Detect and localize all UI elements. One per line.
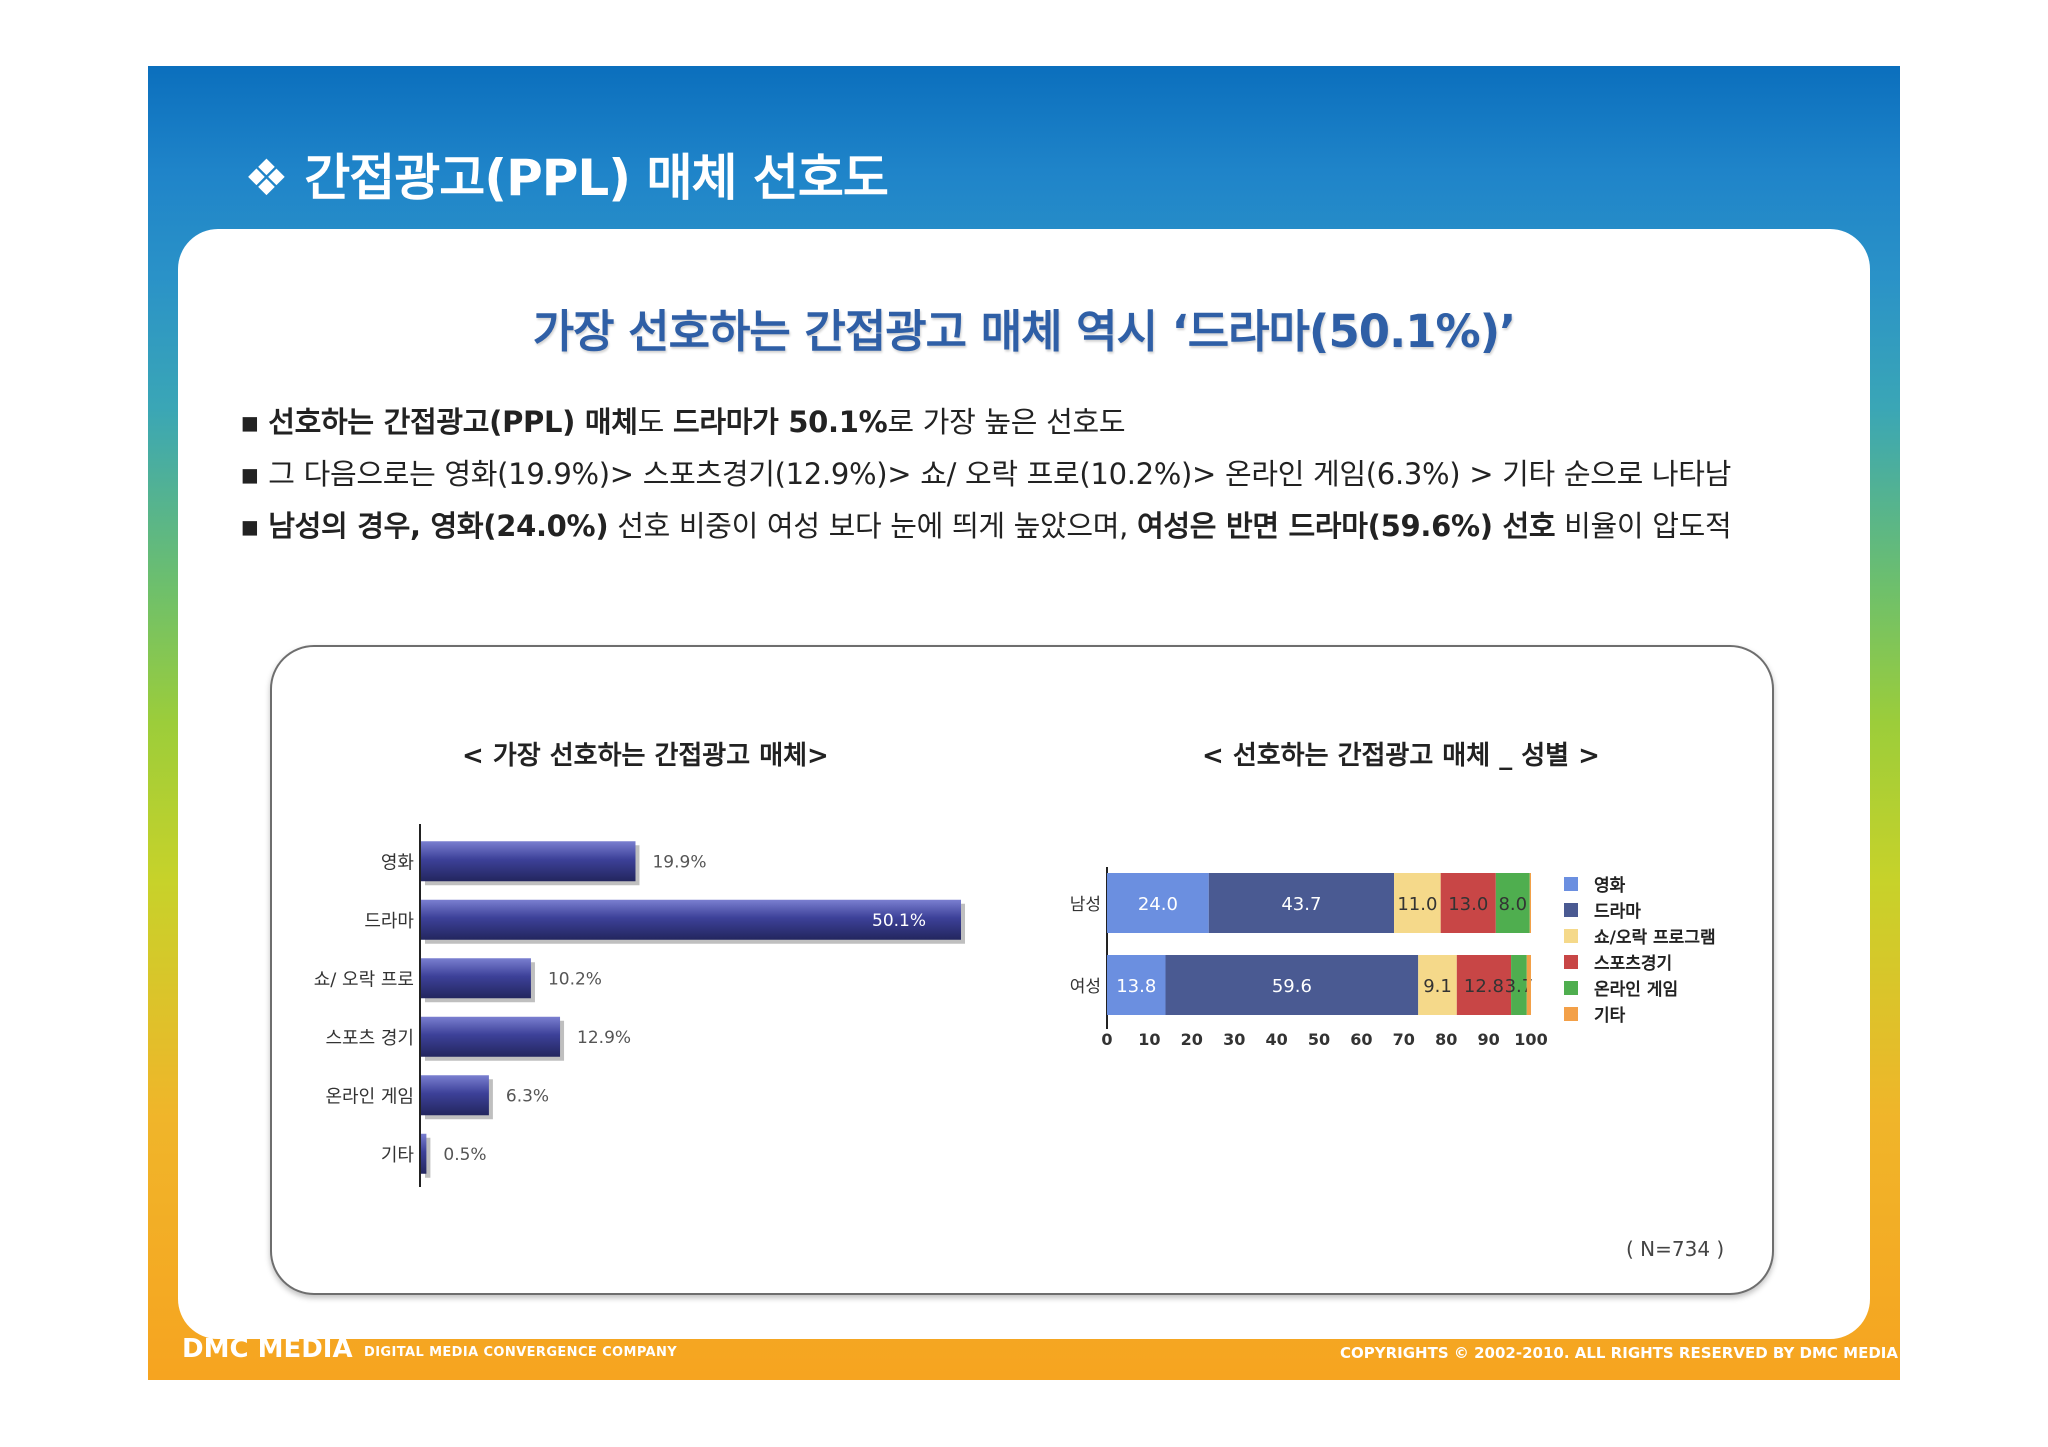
bullet-marker: ▪ bbox=[240, 405, 269, 439]
stacked-segment bbox=[1456, 955, 1512, 1015]
bullet-item: ▪ 그 다음으로는 영화(19.9%)> 스포츠경기(12.9%)> 쇼/ 오락… bbox=[240, 451, 1731, 493]
bullet-text: 여성은 반면 드라마(59.6%) 선호 bbox=[1137, 509, 1556, 543]
stacked-segment bbox=[1511, 955, 1527, 1015]
bar bbox=[421, 1075, 489, 1116]
category-label: 스포츠 경기 bbox=[325, 1028, 414, 1049]
stacked-segment bbox=[1526, 955, 1531, 1015]
value-label: 0.5% bbox=[443, 1145, 486, 1165]
x-tick-label: 80 bbox=[1435, 1030, 1457, 1049]
stacked-segment bbox=[1107, 873, 1209, 933]
segment-label: 43.7 bbox=[1281, 894, 1321, 915]
value-label: 10.2% bbox=[548, 969, 602, 989]
footer-logo: DMC MEDIA bbox=[182, 1334, 353, 1364]
category-label: 온라인 게임 bbox=[325, 1086, 414, 1107]
bullet-text: 선호하는 간접광고(PPL) 매체 bbox=[268, 405, 638, 439]
stacked-segment bbox=[1418, 955, 1457, 1015]
x-tick-label: 0 bbox=[1101, 1030, 1112, 1049]
bar bbox=[421, 1016, 561, 1057]
stacked-segment bbox=[1529, 873, 1531, 933]
category-label: 기타 bbox=[381, 1145, 415, 1166]
x-tick-label: 50 bbox=[1308, 1030, 1330, 1049]
bar bbox=[421, 899, 961, 940]
x-tick-label: 70 bbox=[1393, 1030, 1415, 1049]
sample-size-note: ( N=734 ) bbox=[1626, 1237, 1725, 1261]
legend-swatch bbox=[1564, 955, 1578, 969]
legend-swatch bbox=[1564, 929, 1578, 943]
gender-label: 남성 bbox=[1070, 895, 1101, 915]
segment-label: 13.8 bbox=[1116, 976, 1156, 997]
legend-label: 쇼/오락 프로그램 bbox=[1594, 928, 1716, 948]
bullet-text: 도 bbox=[637, 405, 673, 439]
footer-tagline: DIGITAL MEDIA CONVERGENCE COMPANY bbox=[364, 1345, 678, 1360]
segment-label: 11.0 bbox=[1397, 894, 1437, 915]
bullet-text: 드라마가 50.1% bbox=[672, 405, 888, 439]
bar-shadow bbox=[425, 1137, 431, 1178]
segment-label: 12.8 bbox=[1464, 976, 1504, 997]
legend-swatch bbox=[1564, 981, 1578, 995]
bar bbox=[421, 958, 531, 999]
bullet-marker: ▪ bbox=[240, 509, 269, 543]
x-tick-label: 60 bbox=[1350, 1030, 1372, 1049]
bullet-item: ▪ 선호하는 간접광고(PPL) 매체도 드라마가 50.1%로 가장 높은 선… bbox=[240, 399, 1126, 441]
x-tick-label: 90 bbox=[1477, 1030, 1499, 1049]
slide-background: ❖ 간접광고(PPL) 매체 선호도 가장 선호하는 간접광고 매체 역시 ‘드… bbox=[148, 66, 1900, 1380]
stacked-segment bbox=[1440, 873, 1496, 933]
bar bbox=[421, 1133, 427, 1174]
content-panel: 가장 선호하는 간접광고 매체 역시 ‘드라마(50.1%)’ ▪ 선호하는 간… bbox=[178, 229, 1870, 1339]
segment-label: 9.1 bbox=[1423, 976, 1452, 997]
segment-label: 3.7 bbox=[1505, 976, 1534, 997]
value-label: 6.3% bbox=[506, 1086, 549, 1106]
stacked-segment bbox=[1495, 873, 1530, 933]
x-tick-label: 40 bbox=[1265, 1030, 1287, 1049]
legend-label: 영화 bbox=[1594, 876, 1626, 896]
legend-swatch bbox=[1564, 1007, 1578, 1021]
slide-title: ❖ 간접광고(PPL) 매체 선호도 bbox=[244, 149, 889, 207]
category-label: 드라마 bbox=[364, 911, 414, 932]
stacked-segment bbox=[1208, 873, 1395, 933]
chart2-title: < 선호하는 간접광고 매체 _ 성별 > bbox=[1202, 741, 1600, 771]
bullet-text: 로 가장 높은 선호도 bbox=[887, 405, 1126, 439]
stacked-segment bbox=[1394, 873, 1441, 933]
value-label: 12.9% bbox=[577, 1028, 631, 1048]
gender-stacked-bar-chart: 24.0 43.7 11.0 13.0 8.0 남성 13.8 59.6 9.1 12.8 3.7 여… bbox=[1070, 867, 1716, 1049]
bullet-marker: ▪ bbox=[240, 457, 269, 491]
x-tick-label: 20 bbox=[1181, 1030, 1203, 1049]
legend-swatch bbox=[1564, 877, 1578, 891]
bullet-text: 그 다음으로는 영화(19.9%)> 스포츠경기(12.9%)> 쇼/ 오락 프… bbox=[268, 457, 1732, 491]
segment-label: 13.0 bbox=[1448, 894, 1488, 915]
legend-label: 스포츠경기 bbox=[1594, 954, 1672, 974]
legend-label: 드라마 bbox=[1594, 902, 1641, 922]
legend-swatch bbox=[1564, 903, 1578, 917]
value-label: 19.9% bbox=[652, 852, 706, 872]
chart1-title: < 가장 선호하는 간접광고 매체> bbox=[462, 741, 829, 771]
bar bbox=[421, 841, 636, 882]
x-tick-label: 100 bbox=[1514, 1030, 1547, 1049]
bullet-text: 남성의 경우, 영화(24.0%) bbox=[268, 509, 609, 543]
footer-copyright: COPYRIGHTS © 2002-2010. ALL RIGHTS RESER… bbox=[1340, 1344, 1898, 1362]
chart-box: < 가장 선호하는 간접광고 매체> < 선호하는 간접광고 매체 _ 성별 >… bbox=[270, 645, 1774, 1295]
bullet-text: 선호 비중이 여성 보다 눈에 띄게 높았으며, bbox=[608, 509, 1138, 543]
bullet-item: ▪ 남성의 경우, 영화(24.0%) 선호 비중이 여성 보다 눈에 띄게 높… bbox=[240, 503, 1732, 545]
segment-label: 24.0 bbox=[1138, 894, 1178, 915]
gender-label: 여성 bbox=[1070, 977, 1101, 997]
x-tick-label: 10 bbox=[1138, 1030, 1160, 1049]
segment-label: 8.0 bbox=[1498, 894, 1527, 915]
segment-label: 59.6 bbox=[1272, 976, 1312, 997]
category-label: 쇼/ 오락 프로 bbox=[314, 969, 414, 990]
x-tick-label: 30 bbox=[1223, 1030, 1245, 1049]
media-preference-bar-chart: 영화 19.9% 드라마 50.1% 쇼/ 오락 프로 10.2% 스포츠 경기 12.9% 온… bbox=[314, 824, 965, 1187]
legend-label: 온라인 게임 bbox=[1594, 979, 1678, 1000]
legend-label: 기타 bbox=[1594, 1006, 1626, 1026]
bullet-text: 비율이 압도적 bbox=[1555, 509, 1732, 543]
headline: 가장 선호하는 간접광고 매체 역시 ‘드라마(50.1%)’ bbox=[532, 305, 1517, 358]
stacked-segment bbox=[1165, 955, 1419, 1015]
stacked-segment bbox=[1107, 955, 1166, 1015]
category-label: 영화 bbox=[381, 852, 414, 873]
value-label: 50.1% bbox=[872, 911, 926, 931]
